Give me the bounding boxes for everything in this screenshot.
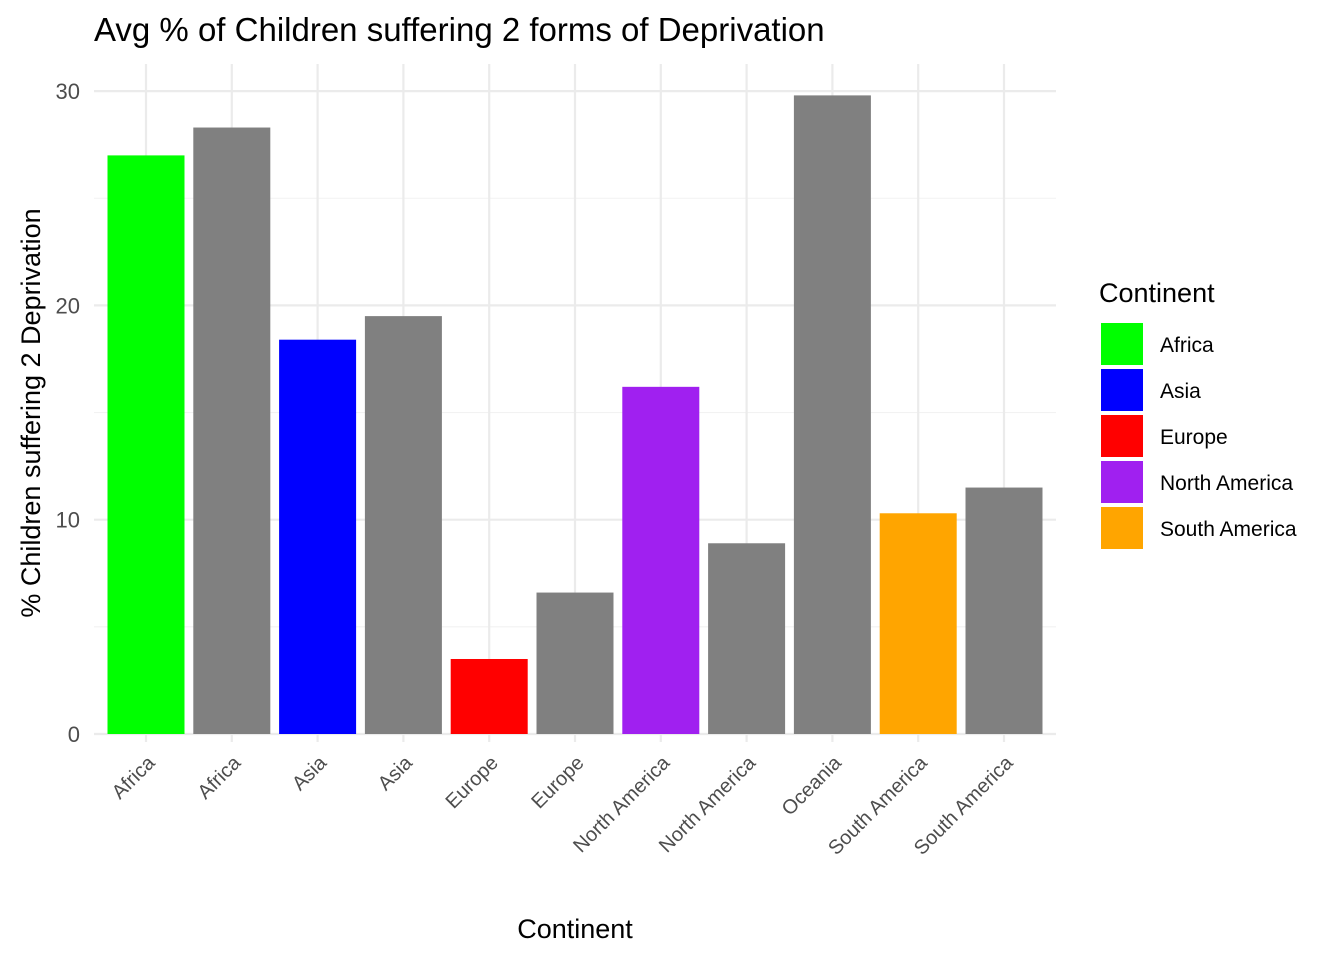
bar-11-south-america (965, 487, 1043, 734)
y-tick-label: 10 (56, 508, 80, 533)
legend-swatch-europe (1101, 415, 1143, 457)
bar-4-asia (364, 316, 442, 734)
x-tick-label: Africa (194, 751, 246, 803)
y-tick-label: 0 (68, 722, 80, 747)
legend-label-europe: Europe (1160, 426, 1228, 449)
bar-9-oceania (793, 95, 871, 735)
chart-title: Avg % of Children suffering 2 forms of D… (94, 11, 825, 48)
legend-label-asia: Asia (1160, 380, 1201, 403)
legend-label-south-america: South America (1160, 518, 1297, 541)
bar-6-europe (536, 592, 614, 734)
legend-swatch-asia (1101, 369, 1143, 411)
legend-swatch-africa (1101, 323, 1143, 365)
y-axis-ticks: 0 10 20 30 (56, 79, 80, 747)
x-axis-title: Continent (517, 914, 633, 944)
bar-7-north-america (622, 386, 700, 734)
x-tick-label: Asia (288, 751, 332, 795)
x-tick-label: Europe (527, 752, 588, 813)
legend-swatch-south-america (1101, 507, 1143, 549)
bars (107, 95, 1043, 735)
bar-10-south-america (879, 513, 957, 734)
legend-label-north-america: North America (1160, 472, 1293, 495)
x-tick-label: Oceania (778, 751, 847, 820)
bar-5-europe (450, 658, 528, 734)
bar-3-asia (279, 339, 357, 734)
x-tick-label: Africa (108, 751, 160, 803)
x-tick-label: Asia (374, 751, 418, 795)
bar-2-africa (193, 127, 271, 734)
y-axis-title: % Children suffering 2 Deprivation (16, 208, 46, 617)
y-tick-label: 20 (56, 293, 80, 318)
legend-swatch-north-america (1101, 461, 1143, 503)
bar-1-africa (107, 155, 185, 734)
x-tick-label: Europe (442, 752, 503, 813)
legend-title: Continent (1099, 278, 1215, 308)
legend: Africa Asia Europe North America South Ameri… (1101, 323, 1297, 549)
legend-label-africa: Africa (1160, 334, 1214, 357)
y-tick-label: 30 (56, 79, 80, 104)
bar-8-north-america (708, 543, 786, 734)
